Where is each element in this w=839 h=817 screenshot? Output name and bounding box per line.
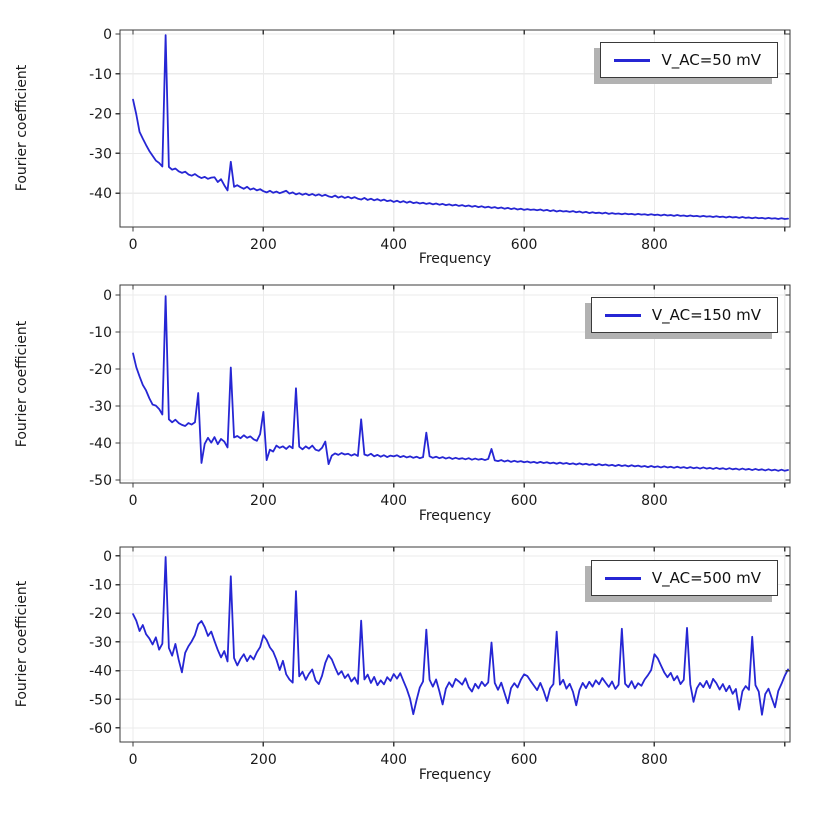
y-tick-label: -40: [89, 664, 112, 680]
y-tick-label: -30: [89, 146, 112, 162]
axes-frame: [119, 284, 791, 484]
chart-3-plot: 0 200 400 600 800 0 -10 -20 -30 -40 -50 -60: [89, 546, 791, 768]
legend-line-sample: [604, 313, 641, 317]
chart-2-plot: 0 200 400 600 800 0 -10 -20 -30 -40 -50: [89, 284, 791, 509]
x-tick-label: 800: [641, 752, 668, 768]
x-tick-label: 0: [129, 752, 138, 768]
chart-1-plot: 0 200 400 600 800 0 -10 -20 -30 -40: [89, 27, 791, 253]
y-axis-label-chart-3: Fourier coefficient: [14, 580, 30, 708]
x-axis-label-chart-3: Frequency: [418, 767, 492, 783]
axes-frame: [119, 546, 791, 743]
y-tick-label: -60: [89, 721, 112, 737]
x-axis-label-chart-2: Frequency: [418, 508, 492, 524]
series-line-V_AC=150 mV: [132, 295, 789, 472]
y-tick-label: -50: [89, 473, 112, 489]
x-tick-label: 200: [250, 493, 277, 509]
legend-chart-2: V_AC=150 mV: [590, 297, 778, 333]
x-tick-label: 0: [129, 237, 138, 253]
x-tick-label: 400: [380, 237, 407, 253]
x-tick-label: 200: [250, 752, 277, 768]
x-tick-label: 600: [511, 752, 538, 768]
y-tick-label: -20: [89, 107, 112, 123]
y-tick-label: 0: [103, 288, 112, 304]
legend-line-sample: [604, 576, 641, 580]
legend-label: V_AC=500 mV: [651, 569, 761, 587]
y-tick-label: -10: [89, 578, 112, 594]
x-tick-label: 800: [641, 493, 668, 509]
y-tick-label: -40: [89, 186, 112, 202]
axes-frame: [119, 29, 791, 228]
x-tick-label: 400: [380, 493, 407, 509]
y-tick-label: -40: [89, 436, 112, 452]
x-tick-label: 800: [641, 237, 668, 253]
legend-chart-1: V_AC=50 mV: [600, 42, 778, 78]
y-axis-label-chart-1: Fourier coefficient: [14, 64, 30, 192]
y-tick-label: -20: [89, 606, 112, 622]
x-axis-label-chart-1: Frequency: [418, 251, 492, 267]
y-tick-label: 0: [103, 27, 112, 43]
x-tick-label: 200: [250, 237, 277, 253]
x-tick-label: 400: [380, 752, 407, 768]
y-tick-label: -10: [89, 67, 112, 83]
legend-line-sample: [614, 58, 651, 62]
x-tick-label: 600: [511, 237, 538, 253]
legend-label: V_AC=50 mV: [661, 51, 761, 69]
y-axis-label-chart-2: Fourier coefficient: [14, 320, 30, 448]
y-tick-label: 0: [103, 549, 112, 565]
y-tick-label: -10: [89, 325, 112, 341]
y-tick-label: -30: [89, 635, 112, 651]
legend-chart-3: V_AC=500 mV: [590, 560, 778, 596]
y-tick-label: -30: [89, 399, 112, 415]
legend-label: V_AC=150 mV: [651, 306, 761, 324]
y-tick-label: -50: [89, 692, 112, 708]
x-tick-label: 600: [511, 493, 538, 509]
y-tick-label: -20: [89, 362, 112, 378]
series-line-V_AC=50 mV: [132, 34, 789, 220]
x-tick-label: 0: [129, 493, 138, 509]
series-line-V_AC=500 mV: [132, 556, 789, 716]
